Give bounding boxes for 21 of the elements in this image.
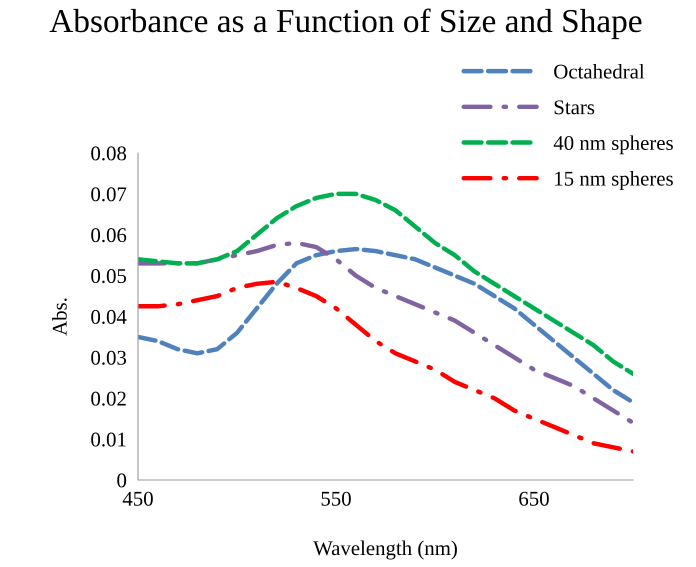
chart-title: Absorbance as a Function of Size and Shape <box>50 8 642 40</box>
legend-label: Octahedral <box>554 64 644 79</box>
y-tick-label: 0.06 <box>91 228 126 242</box>
x-axis-title: Wavelength (nm) <box>313 540 457 560</box>
y-tick-label: 0.02 <box>91 392 126 406</box>
legend-label: 15 nm spheres <box>555 171 673 190</box>
y-tick-label: 0.05 <box>91 269 126 284</box>
y-tick-label: 0 <box>117 473 126 488</box>
y-axis-title: Abs. <box>52 298 67 336</box>
y-tick-label: 0.07 <box>91 187 126 202</box>
x-tick-label: 450 <box>122 492 153 506</box>
x-tick-label: 650 <box>519 492 549 506</box>
x-tick-label: 550 <box>322 492 351 506</box>
y-tick-label: 0.04 <box>91 310 127 324</box>
line-series <box>138 280 633 454</box>
y-tick-label: 0.03 <box>91 350 126 365</box>
line-series <box>138 192 633 376</box>
legend-label: Stars <box>554 100 594 114</box>
legend-label: 40 nm spheres <box>554 135 673 154</box>
y-tick-label: 0.01 <box>91 432 126 447</box>
y-tick-label: 0.08 <box>91 146 126 161</box>
